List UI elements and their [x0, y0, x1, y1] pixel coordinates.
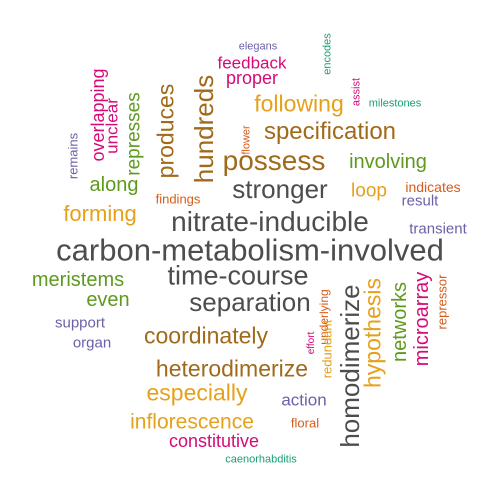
word-action: action — [281, 390, 327, 410]
word-remains: remains — [65, 132, 81, 180]
word-proper: proper — [225, 68, 279, 88]
word-time-course: time-course — [167, 260, 309, 291]
word-following: following — [254, 90, 344, 117]
word-produces: produces — [152, 83, 179, 179]
word-floral: floral — [290, 415, 320, 431]
word-flower: flower — [240, 125, 253, 155]
word-assist: assist — [350, 77, 363, 107]
word-inflorescence: inflorescence — [130, 410, 254, 434]
word-carbon-metabolism-involved: carbon-metabolism-involved — [56, 232, 444, 268]
word-elegans: elegans — [238, 40, 278, 53]
word-heterodimerize: heterodimerize — [155, 355, 309, 382]
word-loop: loop — [351, 180, 387, 202]
word-result: result — [401, 192, 439, 210]
word-milestones: milestones — [368, 97, 422, 110]
word-organ: organ — [72, 334, 112, 352]
word-encodes: encodes — [321, 33, 334, 75]
word-effort: effort — [306, 331, 317, 355]
word-along: along — [89, 174, 139, 196]
word-involving: involving — [349, 151, 427, 173]
word-overlapping: overlapping — [88, 68, 108, 162]
word-hundreds: hundreds — [189, 74, 219, 184]
word-networks: networks — [389, 281, 411, 363]
word-support: support — [54, 314, 106, 332]
word-repressor: repressor — [434, 274, 450, 330]
word-microarray: microarray — [411, 271, 433, 367]
word-findings: findings — [155, 191, 201, 207]
word-constitutive: constitutive — [168, 431, 260, 451]
word-meristems: meristems — [31, 269, 125, 291]
word-coordinately: coordinately — [143, 322, 269, 349]
word-especially: especially — [146, 379, 248, 406]
word-caenorhabditis: caenorhabditis — [225, 453, 297, 466]
word-specification: specification — [263, 118, 397, 145]
word-hypothesis: hypothesis — [359, 278, 386, 388]
word-nitrate-inducible: nitrate-inducible — [171, 206, 369, 237]
word-even: even — [86, 289, 130, 311]
word-represses: represses — [123, 92, 145, 176]
word-separation: separation — [189, 287, 311, 317]
word-feedback: feedback — [217, 53, 287, 73]
word-indicates: indicates — [405, 179, 461, 195]
word-transient: transient — [409, 220, 467, 238]
word-forming: forming — [63, 201, 137, 226]
word-redundant: redundant — [319, 319, 335, 379]
word-possess: possess — [222, 145, 326, 176]
word-stronger: stronger — [232, 174, 328, 204]
